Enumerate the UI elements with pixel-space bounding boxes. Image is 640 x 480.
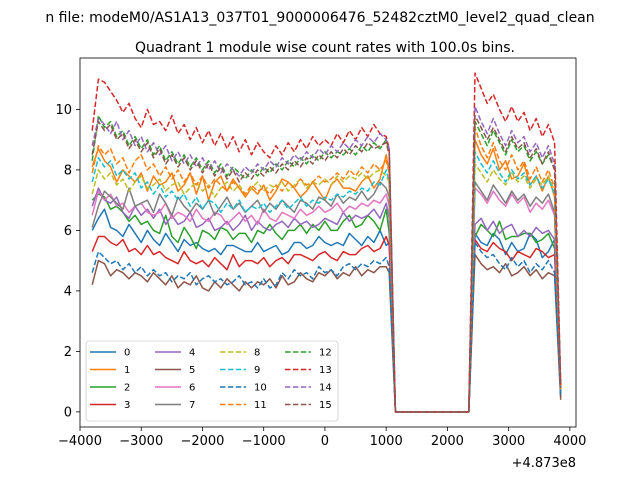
legend-entry-7: 7	[155, 400, 195, 411]
x-tick-label: 0	[321, 434, 329, 449]
legend-label: 4	[189, 348, 195, 359]
legend-label: 13	[319, 365, 332, 376]
legend-label: 2	[124, 383, 130, 394]
plot-frame	[79, 57, 577, 428]
x-tick-label: 1000	[370, 434, 403, 449]
legend-entry-5: 5	[155, 365, 195, 376]
series-line-6	[91, 187, 562, 413]
legend-entry-13: 13	[285, 365, 332, 376]
series-line-8	[91, 163, 562, 413]
series-line-1	[91, 138, 562, 413]
x-tick-label: −3000	[119, 434, 163, 449]
legend-label: 9	[254, 365, 260, 376]
legend-label: 10	[254, 383, 267, 394]
x-tick-label: −2000	[180, 434, 224, 449]
legend-entry-15: 15	[285, 400, 332, 411]
chart-title: Quadrant 1 module wise count rates with …	[135, 40, 515, 56]
legend-label: 8	[254, 348, 260, 359]
legend-entry-6: 6	[155, 383, 195, 394]
y-tick-label: 2	[64, 345, 72, 360]
legend-entry-1: 1	[90, 365, 130, 376]
series-layer	[91, 72, 562, 413]
y-tick-label: 0	[64, 405, 72, 420]
legend-label: 12	[319, 348, 332, 359]
legend-entry-11: 11	[220, 400, 267, 411]
legend-entry-10: 10	[220, 383, 267, 394]
series-line-3	[91, 235, 562, 413]
figure-suptitle: n file: modeM0/AS1A13_037T01_9000006476_…	[45, 10, 594, 26]
legend-entry-9: 9	[220, 365, 260, 376]
y-tick-label: 10	[55, 103, 72, 118]
series-line-9	[91, 151, 562, 413]
legend-label: 15	[319, 400, 332, 411]
y-tick-label: 4	[64, 284, 72, 299]
series-line-2	[91, 193, 562, 413]
legend-entry-2: 2	[90, 383, 130, 394]
series-line-7	[91, 181, 562, 413]
legend-entry-8: 8	[220, 348, 260, 359]
legend-entry-0: 0	[90, 348, 130, 359]
x-tick-label: 3000	[492, 434, 525, 449]
axes-layer: −4000 −3000 −2000 −1000 0 1000 2000 3000 4000 0 2 4…	[55, 57, 586, 449]
y-tick-label: 6	[64, 224, 72, 239]
series-line-15	[91, 114, 562, 413]
legend-label: 6	[189, 383, 195, 394]
legend-entry-4: 4	[155, 348, 195, 359]
legend-entry-14: 14	[285, 383, 332, 394]
series-line-10	[91, 241, 562, 413]
x-tick-label: −4000	[58, 434, 102, 449]
legend-entry-12: 12	[285, 348, 332, 359]
legend-label: 3	[124, 400, 130, 411]
x-tick-label: 2000	[431, 434, 464, 449]
series-line-13	[91, 72, 562, 413]
series-line-11	[91, 126, 562, 413]
y-tick-label: 8	[64, 163, 72, 178]
x-offset-label: +4.873e8	[512, 456, 576, 471]
series-line-0	[91, 208, 562, 413]
legend-entry-3: 3	[90, 400, 130, 411]
legend-label: 5	[189, 365, 195, 376]
x-tick-label: 4000	[553, 434, 586, 449]
legend-label: 1	[124, 365, 130, 376]
legend-label: 14	[319, 383, 332, 394]
series-line-14	[91, 105, 562, 413]
legend-label: 11	[254, 400, 267, 411]
series-line-12	[91, 114, 562, 413]
series-line-5	[91, 253, 562, 413]
legend-label: 0	[124, 348, 130, 359]
x-tick-label: −1000	[242, 434, 286, 449]
legend-label: 7	[189, 400, 195, 411]
legend-box	[85, 340, 339, 422]
